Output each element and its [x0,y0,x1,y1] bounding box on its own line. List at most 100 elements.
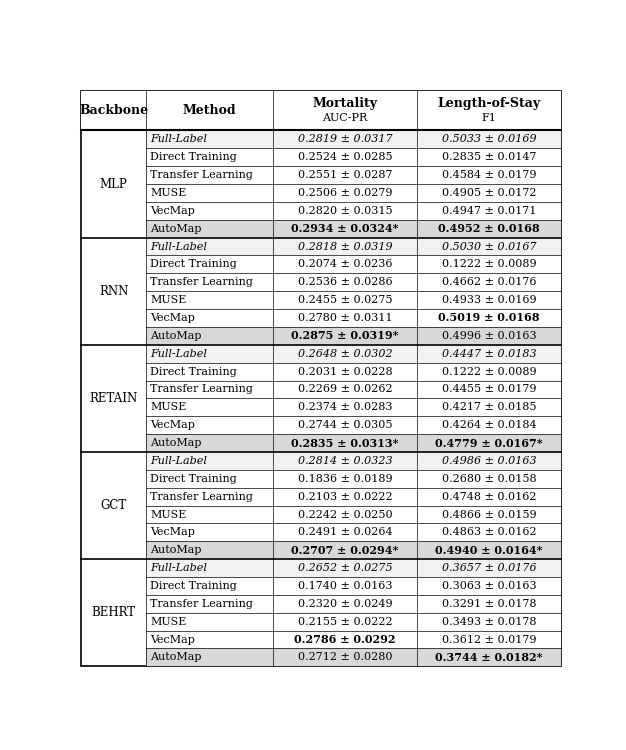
Text: Method: Method [183,104,237,117]
Bar [146,524,561,542]
Text: VecMap: VecMap [150,206,195,216]
Bar [146,380,561,398]
Text: 0.2652 ± 0.0275: 0.2652 ± 0.0275 [297,563,392,573]
Text: MUSE: MUSE [150,296,187,305]
Text: 0.1222 ± 0.0089: 0.1222 ± 0.0089 [441,367,536,376]
Text: 0.2818 ± 0.0319: 0.2818 ± 0.0319 [297,242,392,251]
Text: 0.3493 ± 0.0178: 0.3493 ± 0.0178 [442,616,536,627]
Text: 0.4447 ± 0.0183: 0.4447 ± 0.0183 [441,349,536,358]
Text: 0.4455 ± 0.0179: 0.4455 ± 0.0179 [442,385,536,394]
Text: VecMap: VecMap [150,313,195,323]
Text: 0.2320 ± 0.0249: 0.2320 ± 0.0249 [297,598,392,609]
Text: 0.2835 ± 0.0147: 0.2835 ± 0.0147 [442,152,536,162]
Text: Full-Label: Full-Label [150,134,207,144]
Text: 0.2819 ± 0.0317: 0.2819 ± 0.0317 [297,134,392,144]
Bar [146,130,561,148]
Text: 0.2780 ± 0.0311: 0.2780 ± 0.0311 [297,313,392,323]
Text: 0.2551 ± 0.0287: 0.2551 ± 0.0287 [297,170,392,180]
Text: Transfer Learning: Transfer Learning [150,278,254,287]
Text: RNN: RNN [99,285,128,298]
Bar [146,345,561,363]
Text: 0.4662 ± 0.0176: 0.4662 ± 0.0176 [442,278,536,287]
Bar [146,416,561,434]
Bar [146,488,561,506]
Text: 0.2648 ± 0.0302: 0.2648 ± 0.0302 [297,349,392,358]
Text: Direct Training: Direct Training [150,474,237,484]
Text: GCT: GCT [100,499,126,512]
Text: 0.2820 ± 0.0315: 0.2820 ± 0.0315 [297,206,392,216]
Bar [146,202,561,220]
Text: 0.2031 ± 0.0228: 0.2031 ± 0.0228 [297,367,392,376]
Text: MUSE: MUSE [150,509,187,520]
Text: 0.4863 ± 0.0162: 0.4863 ± 0.0162 [441,527,536,537]
Text: 0.2374 ± 0.0283: 0.2374 ± 0.0283 [297,402,392,412]
Text: Backbone: Backbone [79,104,148,117]
Text: 0.2786 ± 0.0292: 0.2786 ± 0.0292 [294,634,396,645]
Text: 0.2707 ± 0.0294*: 0.2707 ± 0.0294* [291,544,399,556]
Text: 0.4996 ± 0.0163: 0.4996 ± 0.0163 [441,331,536,340]
Text: 0.3612 ± 0.0179: 0.3612 ± 0.0179 [442,634,536,644]
Text: Transfer Learning: Transfer Learning [150,492,254,502]
Bar [146,542,561,560]
Text: 0.2242 ± 0.0250: 0.2242 ± 0.0250 [297,509,392,520]
Text: 0.4584 ± 0.0179: 0.4584 ± 0.0179 [442,170,536,180]
Text: 0.2524 ± 0.0285: 0.2524 ± 0.0285 [297,152,392,162]
Text: 0.4264 ± 0.0184: 0.4264 ± 0.0184 [441,420,536,430]
Text: 0.2155 ± 0.0222: 0.2155 ± 0.0222 [297,616,392,627]
Text: Full-Label: Full-Label [150,456,207,466]
Text: 0.2934 ± 0.0324*: 0.2934 ± 0.0324* [291,224,399,234]
Text: Length-of-Stay: Length-of-Stay [438,97,540,109]
Text: 0.4986 ± 0.0163: 0.4986 ± 0.0163 [441,456,536,466]
Text: 0.2712 ± 0.0280: 0.2712 ± 0.0280 [297,652,392,662]
Text: AUC-PR: AUC-PR [322,113,367,123]
Text: VecMap: VecMap [150,527,195,537]
Text: 0.2680 ± 0.0158: 0.2680 ± 0.0158 [441,474,536,484]
Text: 0.4779 ± 0.0167*: 0.4779 ± 0.0167* [435,437,543,448]
Text: MUSE: MUSE [150,616,187,627]
Bar [146,256,561,273]
Text: BEHRT: BEHRT [91,606,136,619]
Text: AutoMap: AutoMap [150,438,202,448]
Bar [146,291,561,309]
Text: 0.3291 ± 0.0178: 0.3291 ± 0.0178 [442,598,536,609]
Text: 0.1740 ± 0.0163: 0.1740 ± 0.0163 [297,581,392,591]
Text: F1: F1 [481,113,496,123]
Text: 0.2269 ± 0.0262: 0.2269 ± 0.0262 [297,385,392,394]
Bar [146,506,561,524]
Text: Transfer Learning: Transfer Learning [150,598,254,609]
Text: Direct Training: Direct Training [150,581,237,591]
Text: VecMap: VecMap [150,634,195,644]
Text: Direct Training: Direct Training [150,260,237,269]
Text: 0.4933 ± 0.0169: 0.4933 ± 0.0169 [441,296,536,305]
Text: AutoMap: AutoMap [150,224,202,234]
Text: 0.5030 ± 0.0167: 0.5030 ± 0.0167 [441,242,536,251]
Bar [146,273,561,291]
Text: RETAIN: RETAIN [90,392,138,405]
Text: 0.2875 ± 0.0319*: 0.2875 ± 0.0319* [291,330,399,341]
Text: 0.3657 ± 0.0176: 0.3657 ± 0.0176 [441,563,536,573]
Text: Direct Training: Direct Training [150,367,237,376]
Bar [146,631,561,649]
Text: Full-Label: Full-Label [150,242,207,251]
Bar [146,363,561,380]
Bar [146,434,561,452]
Text: MUSE: MUSE [150,188,187,198]
Text: AutoMap: AutoMap [150,652,202,662]
Text: 0.1222 ± 0.0089: 0.1222 ± 0.0089 [441,260,536,269]
Text: 0.2103 ± 0.0222: 0.2103 ± 0.0222 [297,492,392,502]
Bar [146,238,561,256]
Text: 0.4952 ± 0.0168: 0.4952 ± 0.0168 [438,224,540,234]
Text: MLP: MLP [100,178,128,190]
Bar [146,560,561,577]
Text: 0.4217 ± 0.0185: 0.4217 ± 0.0185 [442,402,536,412]
Bar [146,470,561,488]
Text: 0.2814 ± 0.0323: 0.2814 ± 0.0323 [297,456,392,466]
Bar [146,452,561,470]
Bar [146,184,561,202]
Bar [146,613,561,631]
Text: 0.2506 ± 0.0279: 0.2506 ± 0.0279 [297,188,392,198]
Text: 0.4748 ± 0.0162: 0.4748 ± 0.0162 [442,492,536,502]
Text: AutoMap: AutoMap [150,545,202,555]
Text: 0.1836 ± 0.0189: 0.1836 ± 0.0189 [297,474,392,484]
Text: Transfer Learning: Transfer Learning [150,385,254,394]
